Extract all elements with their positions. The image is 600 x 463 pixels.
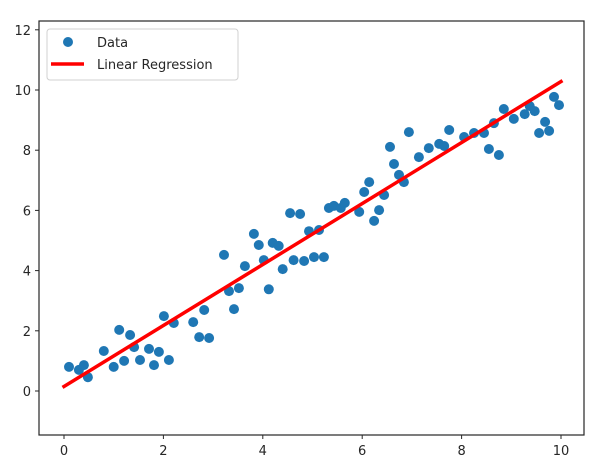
data-point [125,330,136,340]
regression-line [61,79,564,389]
data-point [248,228,259,239]
data-point [498,104,509,114]
data-point [239,261,250,272]
data-point [439,141,450,151]
data-point [354,206,365,217]
data-point [423,143,434,154]
data-point [114,324,125,335]
data-point [374,205,385,216]
y-tick-label: 12 [14,24,31,39]
data-point [519,109,530,120]
data-point [253,240,264,250]
data-point [263,284,274,295]
data-point [285,208,296,219]
axes-frame [38,20,585,436]
data-point [413,152,424,163]
data-point [204,333,215,343]
data-point [163,355,174,365]
y-tick-label: 2 [23,325,31,340]
legend-label-regression: Linear Regression [97,58,213,73]
data-point [385,141,395,152]
data-point [540,116,551,127]
data-point [273,240,284,251]
data-point [119,355,130,366]
data-point [78,360,89,371]
y-axis: 0 2 4 6 8 10 12 [14,24,39,400]
data-point [544,125,555,136]
data-point [188,317,199,328]
plot-area [61,79,564,389]
legend-label-data: Data [97,36,128,51]
legend-box [46,28,239,81]
data-point [318,252,329,263]
data-point [229,304,239,315]
x-tick-label: 2 [159,444,167,459]
legend-marker-data-icon [63,37,73,47]
data-point [359,187,370,197]
data-point [339,197,350,208]
data-point [233,283,244,294]
data-point [158,311,169,322]
data-point [295,209,306,219]
data-point [444,125,455,135]
legend: Data Linear Regression [46,28,239,81]
data-point [309,252,319,263]
x-tick-label: 8 [457,444,465,459]
x-axis: 0 2 4 6 8 10 [60,435,569,459]
x-tick-label: 10 [553,444,570,459]
data-point [135,355,145,365]
data-point [108,361,119,372]
y-tick-label: 4 [23,265,31,280]
data-point [64,361,74,372]
y-tick-label: 10 [14,84,31,99]
data-point [364,177,375,188]
data-point [534,128,545,138]
data-point [403,127,414,138]
data-point [529,106,540,117]
data-point [277,264,288,275]
data-point [369,215,380,226]
y-tick-label: 8 [23,144,31,159]
data-point [219,249,229,260]
y-tick-label: 0 [23,385,31,400]
y-tick-label: 6 [23,204,31,219]
data-point [153,346,164,357]
data-point [493,150,504,160]
data-point [98,346,109,356]
x-tick-label: 0 [60,444,68,459]
data-point [549,91,559,102]
data-point [299,256,310,266]
data-point [144,343,154,354]
data-point [554,100,564,111]
data-point [508,113,519,124]
x-tick-label: 6 [358,444,366,459]
data-point [199,305,210,315]
x-tick-label: 4 [259,444,267,459]
data-point [149,360,159,371]
data-point [194,332,205,343]
data-point [389,159,399,169]
data-point [288,255,299,266]
data-point [483,144,494,154]
